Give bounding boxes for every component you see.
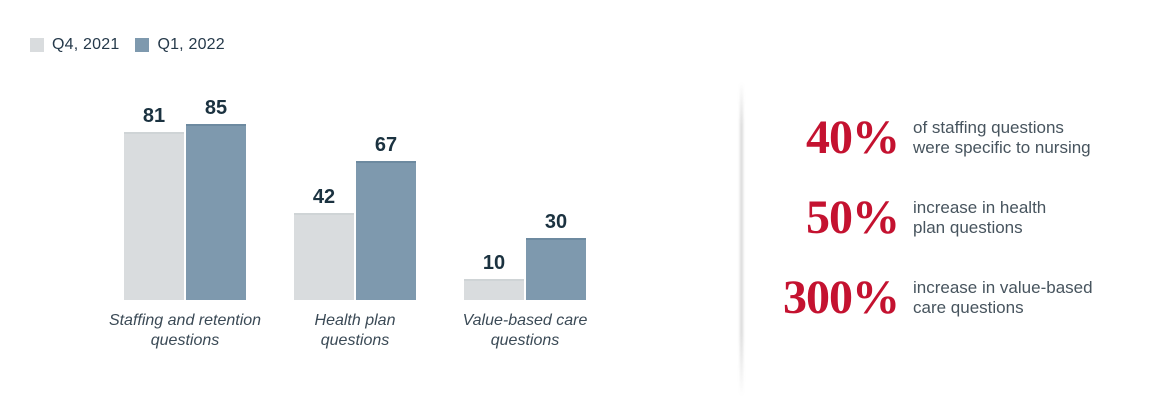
bar-q1-2022 <box>526 238 586 300</box>
bar-wrap: 42 <box>294 187 354 300</box>
bar-q1-2022 <box>356 161 416 300</box>
bar-value-label: 42 <box>312 186 336 208</box>
legend-item-1: Q1, 2022 <box>135 36 225 54</box>
stat-row-1: 50% increase in health plan questions <box>779 194 1093 242</box>
square-swatch-icon <box>135 38 150 52</box>
stat-description: increase in value-based care questions <box>913 278 1093 317</box>
bar-wrap: 10 <box>464 253 524 300</box>
legend-label: Q4, 2021 <box>52 36 120 53</box>
stat-description: of staffing questions were specific to n… <box>913 118 1091 157</box>
category-label: Staffing and retention questions <box>108 312 262 349</box>
bar-value-label: 85 <box>204 97 228 119</box>
legend-item-0: Q4, 2021 <box>30 36 119 54</box>
bar-chart: 81 85 Staffing and retention questions 42 67… <box>109 98 588 349</box>
stat-percentage: 300% <box>783 271 900 324</box>
stat-percentage: 50% <box>806 191 900 244</box>
stat-percentage: 40% <box>806 111 900 164</box>
category-label: Health plan questions <box>314 312 396 349</box>
bar-group-2: 10 30 Value-based care questions <box>463 212 588 349</box>
bar-wrap: 30 <box>526 212 586 300</box>
bar-wrap: 81 <box>124 106 184 300</box>
stat-row-0: 40% of staffing questions were specific t… <box>779 114 1093 162</box>
bar-value-label: 81 <box>142 105 166 127</box>
stat-description: increase in health plan questions <box>913 198 1047 237</box>
bar-q4-2021 <box>124 132 184 300</box>
panel-divider <box>740 82 743 396</box>
bar-q1-2022 <box>186 124 246 300</box>
legend-label: Q1, 2022 <box>157 36 225 53</box>
square-swatch-icon <box>30 38 44 52</box>
bar-value-label: 30 <box>544 211 568 233</box>
bar-q4-2021 <box>294 213 354 300</box>
bar-value-label: 67 <box>374 134 398 156</box>
bar-wrap: 85 <box>186 98 246 300</box>
bar-value-label: 10 <box>482 252 506 274</box>
bar-wrap: 67 <box>356 135 416 300</box>
stats-panel: 40% of staffing questions were specific t… <box>779 114 1093 322</box>
stat-row-2: 300% increase in value-based care questio… <box>779 274 1093 322</box>
bar-q4-2021 <box>464 279 524 300</box>
bar-group-1: 42 67 Health plan questions <box>294 135 416 349</box>
bar-group-0: 81 85 Staffing and retention questions <box>109 98 261 349</box>
category-label: Value-based care questions <box>462 312 588 349</box>
chart-legend: Q4, 2021 Q1, 2022 <box>30 36 225 54</box>
